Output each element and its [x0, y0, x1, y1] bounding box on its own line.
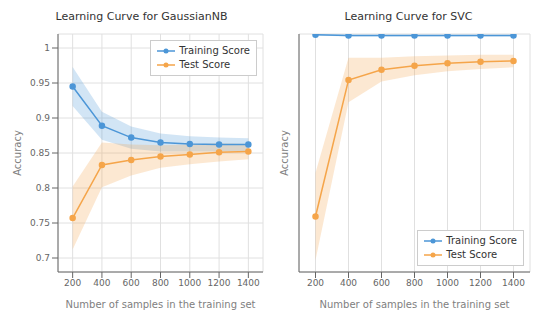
svg-text:200: 200	[307, 278, 324, 288]
svg-text:1200: 1200	[208, 278, 231, 288]
svg-text:400: 400	[93, 278, 110, 288]
svg-text:0.85: 0.85	[30, 148, 50, 158]
html-text:Training Score: Training Score	[179, 45, 250, 56]
svg-text:800: 800	[152, 278, 169, 288]
svg-text:400: 400	[340, 278, 357, 288]
svg-text:1400: 1400	[502, 278, 525, 288]
html-text:Learning Curve for GaussianNB: Learning Curve for GaussianNB	[55, 10, 228, 23]
svg-text:Accuracy: Accuracy	[279, 130, 290, 176]
svg-text:0.9: 0.9	[36, 113, 51, 123]
svg-text:0.75: 0.75	[30, 218, 50, 228]
svg-text:1: 1	[44, 43, 50, 53]
svg-text:1200: 1200	[469, 278, 492, 288]
svg-text:0.8: 0.8	[36, 183, 51, 193]
svg-text:1000: 1000	[436, 278, 459, 288]
svg-text:0.7: 0.7	[36, 253, 50, 263]
svg-text:1400: 1400	[237, 278, 260, 288]
html-text:Training Score: Training Score	[446, 235, 517, 246]
svg-text:Number of samples in the train: Number of samples in the training set	[320, 299, 510, 310]
svg-text:600: 600	[123, 278, 140, 288]
svg-text:200: 200	[64, 278, 81, 288]
html-text:Test Score: Test Score	[446, 249, 498, 260]
svg-text:Number of samples in the train: Number of samples in the training set	[66, 299, 256, 310]
svg-text:0.95: 0.95	[30, 78, 50, 88]
svg-text:600: 600	[373, 278, 390, 288]
html-text:Learning Curve for SVC: Learning Curve for SVC	[344, 10, 473, 23]
svg-text:800: 800	[406, 278, 423, 288]
html-text:Test Score: Test Score	[179, 59, 231, 70]
svg-text:1000: 1000	[178, 278, 201, 288]
svg-text:Accuracy: Accuracy	[12, 130, 23, 176]
